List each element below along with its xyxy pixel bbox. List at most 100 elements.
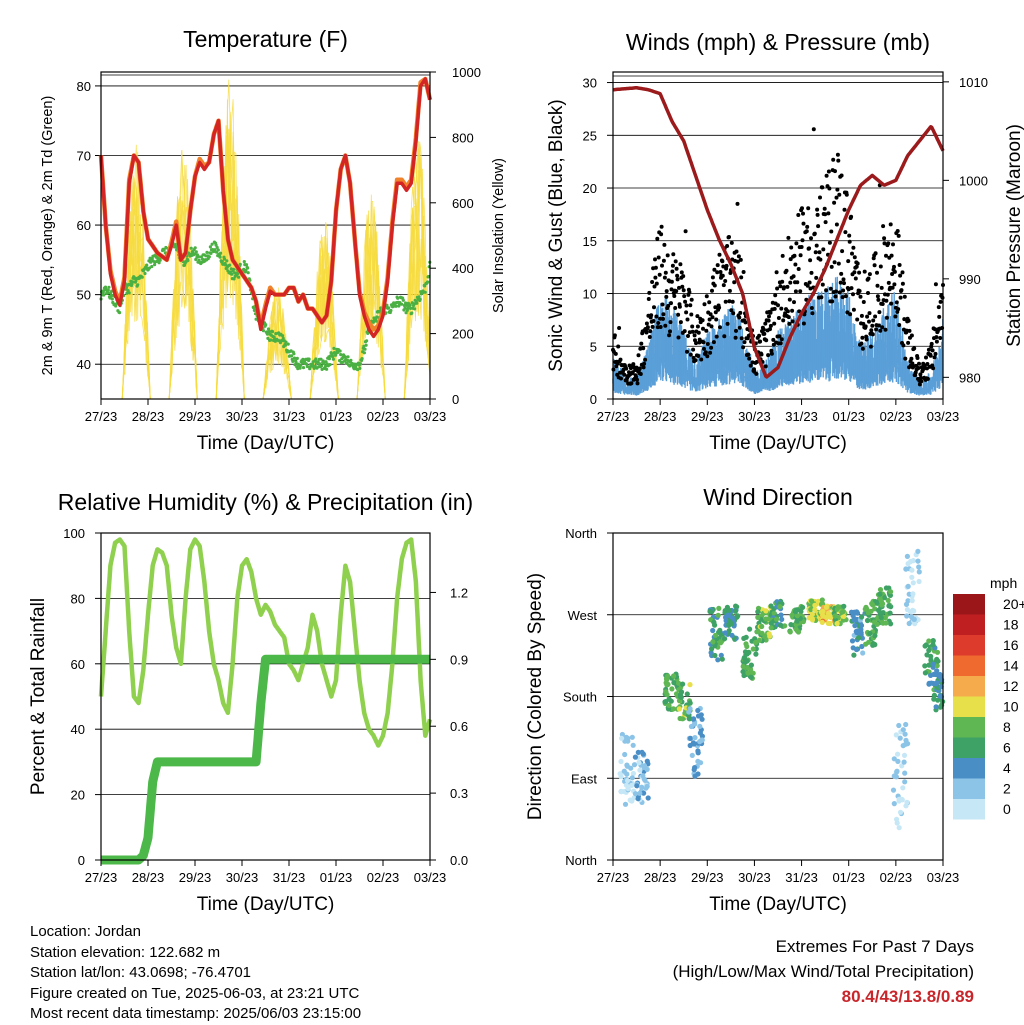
- gust-point: [852, 270, 857, 275]
- gust-point: [653, 265, 658, 270]
- direction-chart: Wind DirectionNorthEastSouthWestNorth27/…: [525, 484, 1024, 915]
- station-elevation: Station elevation: 122.682 m: [30, 943, 221, 961]
- gust-point: [677, 285, 681, 290]
- direction-point: [840, 608, 846, 615]
- x-tick-label: 27/23: [85, 870, 118, 885]
- gust-point: [711, 340, 716, 345]
- direction-point: [915, 548, 921, 555]
- gust-point: [737, 315, 742, 320]
- direction-point: [666, 702, 672, 709]
- x-tick-label: 29/23: [691, 409, 724, 424]
- gust-point: [781, 318, 786, 323]
- gust-point: [773, 293, 778, 298]
- gust-point: [853, 276, 858, 281]
- dewpoint-point: [131, 280, 135, 284]
- gust-point: [741, 270, 746, 274]
- gust-point: [702, 346, 706, 351]
- gust-point: [759, 352, 764, 357]
- dewpoint-point: [242, 260, 246, 264]
- y-right-tick-label: 600: [452, 196, 474, 211]
- dewpoint-point: [358, 362, 362, 366]
- dewpoint-point: [364, 343, 368, 347]
- gust-point: [772, 306, 777, 311]
- gust-point: [629, 381, 634, 386]
- gust-point: [848, 312, 853, 317]
- rh-line: [98, 537, 433, 748]
- gust-point: [902, 317, 907, 322]
- dewpoint-point: [321, 359, 325, 363]
- gust-point: [714, 317, 719, 322]
- gust-point: [747, 356, 752, 361]
- gust-point: [916, 366, 921, 370]
- gust-point: [671, 252, 676, 257]
- direction-point: [877, 587, 884, 593]
- gust-point: [834, 195, 839, 200]
- gust-point: [798, 289, 803, 294]
- direction-point: [852, 623, 858, 629]
- direction-point: [671, 673, 677, 679]
- direction-point: [712, 632, 719, 638]
- direction-point: [636, 760, 642, 766]
- gust-point: [875, 294, 880, 299]
- dewpoint-point: [149, 260, 153, 264]
- dewpoint-point: [124, 286, 128, 290]
- y-tick-label: 50: [77, 288, 91, 303]
- gust-point: [738, 310, 743, 315]
- direction-point: [625, 735, 631, 742]
- direction-point: [890, 787, 897, 793]
- gust-point: [694, 341, 698, 346]
- direction-point: [904, 613, 910, 619]
- gust-point: [699, 357, 704, 362]
- direction-point: [911, 616, 917, 623]
- direction-point: [743, 651, 749, 658]
- direction-point: [755, 628, 761, 634]
- gust-point: [858, 294, 863, 299]
- gust-point: [847, 239, 852, 244]
- gust-point: [768, 310, 773, 315]
- direction-point: [689, 752, 695, 759]
- direction-point: [624, 771, 630, 777]
- gust-point: [779, 306, 784, 311]
- gust-point: [884, 315, 889, 320]
- gust-point: [889, 253, 894, 258]
- gust-point: [729, 308, 734, 313]
- gust-point: [725, 321, 730, 326]
- gust-point: [864, 337, 869, 342]
- gust-point: [824, 173, 829, 178]
- gust-point: [800, 238, 805, 243]
- gust-point: [859, 341, 864, 346]
- gust-point: [849, 286, 854, 291]
- gust-point: [724, 263, 729, 268]
- gust-point: [806, 206, 811, 211]
- direction-point: [820, 608, 826, 615]
- dewpoint-point: [225, 259, 229, 263]
- legend-label: 12: [1003, 678, 1019, 694]
- direction-point: [872, 633, 878, 639]
- direction-point: [729, 632, 735, 638]
- dewpoint-point: [214, 243, 218, 247]
- gust-point: [758, 339, 763, 344]
- dewpoint-point: [238, 262, 242, 266]
- gust-point: [723, 299, 728, 304]
- direction-point: [676, 706, 683, 712]
- gust-point: [729, 240, 734, 245]
- direction-point: [635, 749, 641, 756]
- direction-point: [903, 566, 909, 572]
- legend-label: 20+: [1003, 596, 1024, 612]
- direction-point: [809, 617, 816, 623]
- gust-point: [886, 280, 891, 285]
- gust-point: [899, 288, 904, 293]
- direction-point: [922, 670, 929, 676]
- x-tick-label: 02/23: [367, 409, 400, 424]
- legend-label: 14: [1003, 658, 1019, 674]
- gust-point: [769, 348, 774, 353]
- dewpoint-point: [338, 349, 342, 353]
- direction-point: [871, 619, 877, 625]
- direction-point: [916, 569, 922, 575]
- direction-point: [637, 767, 643, 773]
- gust-point: [732, 280, 737, 285]
- gust-point: [892, 264, 896, 269]
- gust-point: [660, 263, 664, 268]
- y-tick-label: 80: [71, 591, 85, 606]
- gust-point: [823, 220, 828, 225]
